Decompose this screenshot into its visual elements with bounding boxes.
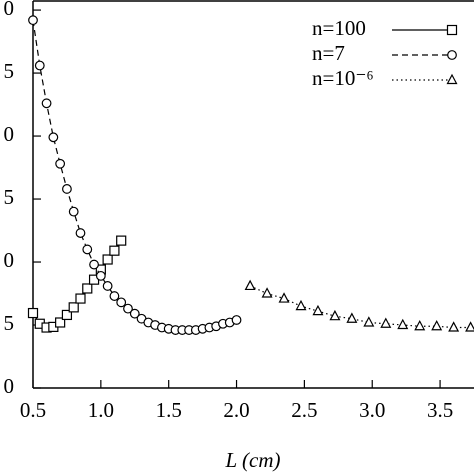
square-marker bbox=[75, 293, 86, 304]
triangle-marker bbox=[329, 309, 341, 321]
x-tick-label: 1.0 bbox=[88, 398, 114, 422]
triangle-marker bbox=[465, 321, 474, 332]
triangle-marker bbox=[446, 73, 458, 85]
triangle-marker bbox=[278, 292, 290, 303]
y-tick-label: 0 bbox=[4, 248, 15, 272]
circle-marker bbox=[48, 132, 59, 143]
legend-label: n=7 bbox=[312, 41, 345, 65]
x-tick-label: 3.0 bbox=[359, 398, 385, 422]
circle-marker bbox=[62, 184, 72, 194]
square-marker bbox=[82, 283, 93, 294]
circle-marker bbox=[55, 158, 66, 169]
series-line bbox=[32, 20, 237, 331]
circle-marker bbox=[129, 308, 140, 319]
square-marker bbox=[446, 24, 458, 36]
triangle-marker bbox=[380, 317, 392, 328]
circle-marker bbox=[109, 291, 120, 301]
triangle-marker bbox=[448, 321, 460, 332]
triangle-marker bbox=[261, 287, 273, 298]
y-tick-label: 5 bbox=[4, 185, 15, 209]
series-line bbox=[249, 285, 471, 329]
square-marker bbox=[116, 235, 127, 246]
x-tick-label: 1.5 bbox=[156, 398, 182, 422]
circle-marker bbox=[82, 244, 93, 255]
y-tick-label: 0 bbox=[4, 0, 15, 20]
y-tick-label: 5 bbox=[4, 311, 15, 335]
square-marker bbox=[61, 309, 73, 321]
circle-marker bbox=[34, 60, 45, 71]
x-tick-label: 3.5 bbox=[427, 398, 453, 422]
square-marker bbox=[109, 245, 120, 256]
triangle-marker bbox=[397, 318, 409, 330]
circle-marker bbox=[231, 315, 242, 325]
triangle-marker bbox=[431, 319, 443, 331]
triangle-marker bbox=[414, 319, 426, 331]
triangle-marker bbox=[312, 304, 324, 316]
circle-marker bbox=[28, 15, 38, 26]
circle-marker bbox=[102, 281, 113, 291]
circle-marker bbox=[41, 98, 52, 109]
circle-marker bbox=[68, 206, 79, 217]
legend-label: n=100 bbox=[312, 16, 366, 40]
y-tick-label: 0 bbox=[4, 122, 15, 146]
circle-marker bbox=[89, 259, 99, 270]
circle-marker bbox=[116, 297, 127, 308]
x-tick-label: 2.5 bbox=[291, 398, 317, 422]
circle-marker bbox=[447, 50, 457, 60]
square-marker bbox=[27, 307, 39, 319]
circle-marker bbox=[123, 303, 133, 314]
y-tick-label: 0 bbox=[4, 374, 15, 398]
square-marker bbox=[102, 254, 113, 265]
triangle-marker bbox=[244, 279, 256, 291]
y-tick-label: 5 bbox=[4, 59, 15, 83]
x-tick-label: 2.0 bbox=[223, 398, 249, 422]
circle-marker bbox=[75, 228, 86, 238]
circle-marker bbox=[95, 270, 106, 281]
legend-label: n=10⁻⁶ bbox=[312, 66, 374, 90]
x-tick-label: 0.5 bbox=[20, 398, 46, 422]
x-axis-label: L (cm) bbox=[224, 448, 280, 472]
triangle-marker bbox=[295, 299, 307, 311]
triangle-marker bbox=[346, 312, 358, 323]
triangle-marker bbox=[363, 316, 375, 327]
square-marker bbox=[68, 302, 79, 313]
square-marker bbox=[55, 317, 66, 328]
